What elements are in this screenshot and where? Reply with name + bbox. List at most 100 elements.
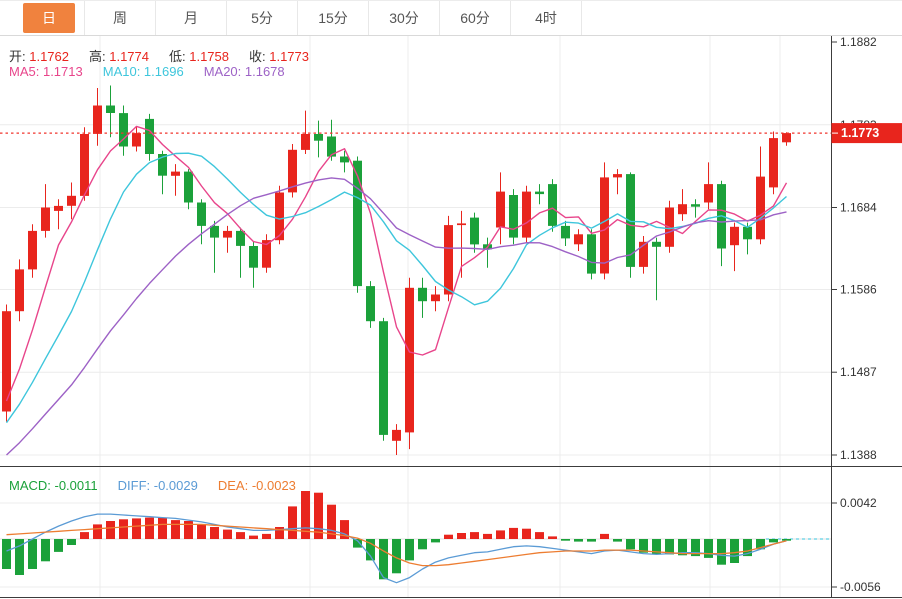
- last-price-badge-label: 1.1773: [841, 126, 879, 140]
- macd-hist-bar: [418, 539, 427, 550]
- macd-hist-bar: [561, 539, 570, 541]
- tab-60min-label: 60分: [460, 10, 490, 26]
- candle-body: [171, 171, 180, 176]
- tab-month-label: 月: [184, 10, 198, 26]
- candle-body: [262, 240, 271, 268]
- last-price-badge: [831, 123, 902, 144]
- price-tick-label: 1.1487: [840, 365, 877, 379]
- candle-body: [2, 311, 11, 412]
- tab-month[interactable]: 月: [156, 1, 227, 35]
- macd-hist-bar: [444, 534, 453, 539]
- macd-hist-bar: [652, 539, 661, 555]
- candle-body: [288, 149, 297, 193]
- candle-body: [314, 134, 323, 141]
- tabbar-lead-spacer: [0, 1, 14, 35]
- candle-body: [392, 429, 401, 441]
- macd-hist-bar: [353, 539, 362, 548]
- macd-tick-label: -0.0056: [840, 580, 881, 594]
- candle-body: [548, 184, 557, 226]
- macd-hist-bar: [132, 518, 141, 539]
- macd-hist-bar: [54, 539, 63, 552]
- macd-item-2: DEA: -0.0023: [217, 478, 296, 493]
- macd-hist-bar: [756, 539, 765, 550]
- ma20-line: [6, 177, 787, 456]
- macd-hist-bar: [366, 539, 375, 561]
- timeframe-tabs: 日 周 月 5分 15分 30分 60分 4时: [0, 0, 902, 36]
- macd-hist-bar: [574, 539, 583, 542]
- macd-hist-bar: [431, 539, 440, 543]
- price-tick-label: 1.1586: [840, 283, 877, 297]
- candle-body: [301, 134, 310, 150]
- candle-body: [28, 230, 37, 270]
- macd-hist-bar: [197, 524, 206, 539]
- macd-hist-bar: [223, 529, 232, 539]
- candle-body: [275, 192, 284, 241]
- candle-body: [444, 225, 453, 295]
- macd-hist-bar: [262, 533, 271, 539]
- candle-body: [405, 287, 414, 433]
- candle-body: [379, 321, 388, 435]
- macd-hist-bar: [678, 539, 687, 556]
- tab-day[interactable]: 日: [14, 1, 85, 35]
- candle-body: [457, 223, 466, 226]
- macd-tick-label: 0.0042: [840, 496, 877, 510]
- macd-hist-bar: [457, 533, 466, 539]
- tab-30min[interactable]: 30分: [369, 1, 440, 35]
- macd-hist-bar: [28, 539, 37, 569]
- candle-body: [587, 234, 596, 274]
- macd-hist-bar: [288, 506, 297, 539]
- ohlc-item-0: 开: 1.1762: [9, 49, 69, 64]
- tab-week[interactable]: 周: [85, 1, 156, 35]
- macd-hist-bar: [600, 533, 609, 539]
- macd-hist-bar: [15, 539, 24, 575]
- macd-hist-bar: [522, 528, 531, 539]
- macd-hist-bar: [613, 539, 622, 542]
- tab-15min-label: 15分: [318, 10, 348, 26]
- macd-hist-bar: [587, 539, 596, 542]
- macd-hist-bar: [301, 491, 310, 539]
- macd-hist-bar: [340, 520, 349, 539]
- macd-hist-bar: [67, 539, 76, 545]
- macd-item-1: DIFF: -0.0029: [117, 478, 198, 493]
- macd-hist-bar: [665, 539, 674, 555]
- macd-hist-bar: [730, 539, 739, 563]
- candle-body: [366, 286, 375, 322]
- candle-body: [769, 138, 778, 188]
- candle-body: [353, 160, 362, 287]
- macd-hist-bar: [691, 539, 700, 557]
- macd-hist-bar: [41, 539, 50, 562]
- tab-5min[interactable]: 5分: [227, 1, 298, 35]
- candle-body: [639, 241, 648, 267]
- macd-hist-bar: [535, 532, 544, 539]
- candle-body: [340, 156, 349, 163]
- ohlc-item-1: 高: 1.1774: [89, 49, 149, 64]
- tab-15min[interactable]: 15分: [298, 1, 369, 35]
- candle-body: [756, 176, 765, 240]
- ma-item-1: MA10: 1.1696: [102, 64, 184, 79]
- macd-item-0: MACD: -0.0011: [9, 478, 98, 493]
- macd-hist-bar: [119, 519, 128, 539]
- macd-hist-bar: [470, 532, 479, 539]
- candle-body: [80, 134, 89, 196]
- candle-body: [145, 118, 154, 154]
- ohlc-item-2: 低: 1.1758: [169, 49, 229, 64]
- tab-60min[interactable]: 60分: [440, 1, 511, 35]
- macd-hist-bar: [405, 539, 414, 561]
- macd-hist-bar: [249, 535, 258, 539]
- candle-body: [613, 174, 622, 178]
- ohlc-legend: 开: 1.1762 高: 1.1774 低: 1.1758 收: 1.1773: [9, 46, 329, 65]
- macd-hist-bar: [743, 539, 752, 557]
- macd-hist-bar: [548, 536, 557, 539]
- candle-body: [730, 226, 739, 246]
- tab-week-label: 周: [113, 10, 127, 26]
- macd-hist-bar: [93, 524, 102, 539]
- tab-4hour[interactable]: 4时: [511, 1, 582, 35]
- macd-legend: MACD: -0.0011 DIFF: -0.0029 DEA: -0.0023: [9, 478, 316, 493]
- candle-body: [249, 246, 258, 268]
- ohlc-item-3: 收: 1.1773: [249, 49, 309, 64]
- macd-hist-bar: [314, 492, 323, 539]
- macd-hist-bar: [769, 539, 778, 543]
- candle-body: [626, 174, 635, 267]
- ma5-line: [5, 125, 788, 402]
